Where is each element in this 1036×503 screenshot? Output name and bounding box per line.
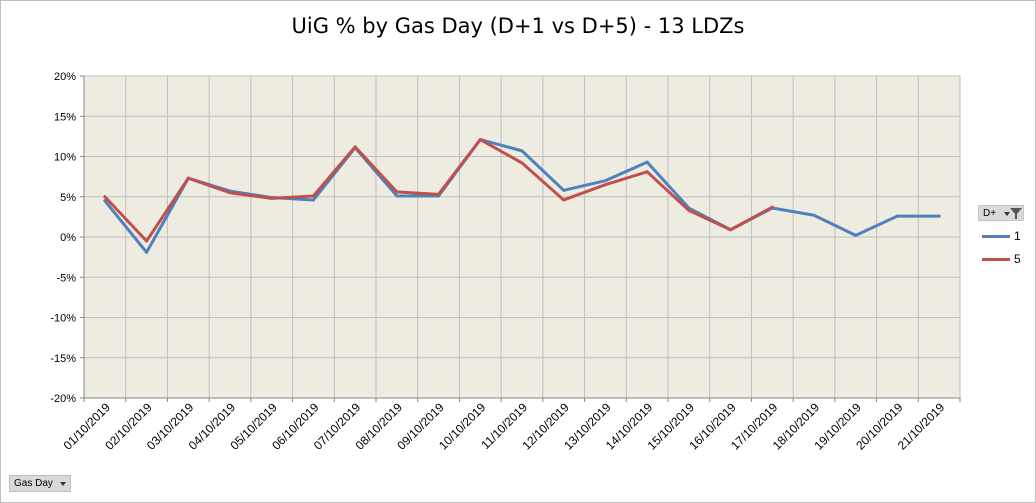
legend-filter-button[interactable]: D+: [978, 205, 1024, 221]
y-tick-label: -5%: [56, 272, 76, 284]
y-tick-label: 0%: [60, 232, 76, 244]
y-tick-label: -15%: [50, 353, 76, 365]
data-point-series-1: [645, 160, 649, 164]
data-point-series-5: [562, 198, 566, 202]
data-point-series-5: [353, 145, 357, 149]
data-point-series-5: [645, 170, 649, 174]
data-point-series-5: [270, 196, 274, 200]
data-point-series-5: [478, 138, 482, 142]
legend-swatch-5: [982, 258, 1010, 261]
legend-item-series-1: 1: [982, 229, 1028, 243]
data-point-series-1: [812, 213, 816, 217]
y-tick-label: -10%: [50, 313, 76, 325]
data-point-series-5: [186, 176, 190, 180]
data-point-series-5: [687, 208, 691, 212]
data-point-series-5: [603, 183, 607, 187]
filter-icon-stem: [1015, 214, 1017, 219]
data-point-series-1: [520, 149, 524, 153]
y-tick-label: 15%: [54, 111, 76, 123]
data-point-series-1: [603, 179, 607, 183]
data-point-series-1: [854, 233, 858, 237]
y-tick-label: -20%: [50, 393, 76, 405]
y-tick-label: 20%: [54, 71, 76, 83]
legend-swatch-1: [982, 235, 1010, 238]
data-point-series-5: [520, 161, 524, 165]
gas-day-field-label: Gas Day: [14, 478, 53, 489]
data-point-series-5: [228, 191, 232, 195]
data-point-series-5: [770, 205, 774, 209]
data-point-series-1: [103, 199, 107, 203]
data-point-series-5: [395, 190, 399, 194]
data-point-series-5: [729, 228, 733, 232]
legend-label-1: 1: [1014, 229, 1021, 243]
legend-header-label: D+: [983, 208, 997, 219]
data-point-series-5: [311, 194, 315, 198]
data-point-series-5: [437, 192, 441, 196]
data-point-series-1: [145, 250, 149, 254]
data-point-series-1: [562, 188, 566, 192]
chevron-down-icon: [60, 482, 66, 486]
data-point-series-1: [937, 214, 941, 218]
data-point-series-1: [395, 194, 399, 198]
data-point-series-5: [103, 195, 107, 199]
chart-title: UiG % by Gas Day (D+1 vs D+5) - 13 LDZs: [291, 14, 745, 38]
chevron-down-icon: [1004, 212, 1010, 216]
y-tick-label: 10%: [54, 152, 76, 164]
data-point-series-1: [895, 214, 899, 218]
legend-item-series-5: 5: [982, 252, 1028, 266]
filter-icon: [1010, 208, 1022, 215]
y-tick-label: 5%: [60, 192, 76, 204]
gas-day-field-button[interactable]: Gas Day: [9, 475, 71, 492]
legend-label-5: 5: [1014, 252, 1021, 266]
data-point-series-1: [311, 198, 315, 202]
data-point-series-5: [145, 239, 149, 243]
